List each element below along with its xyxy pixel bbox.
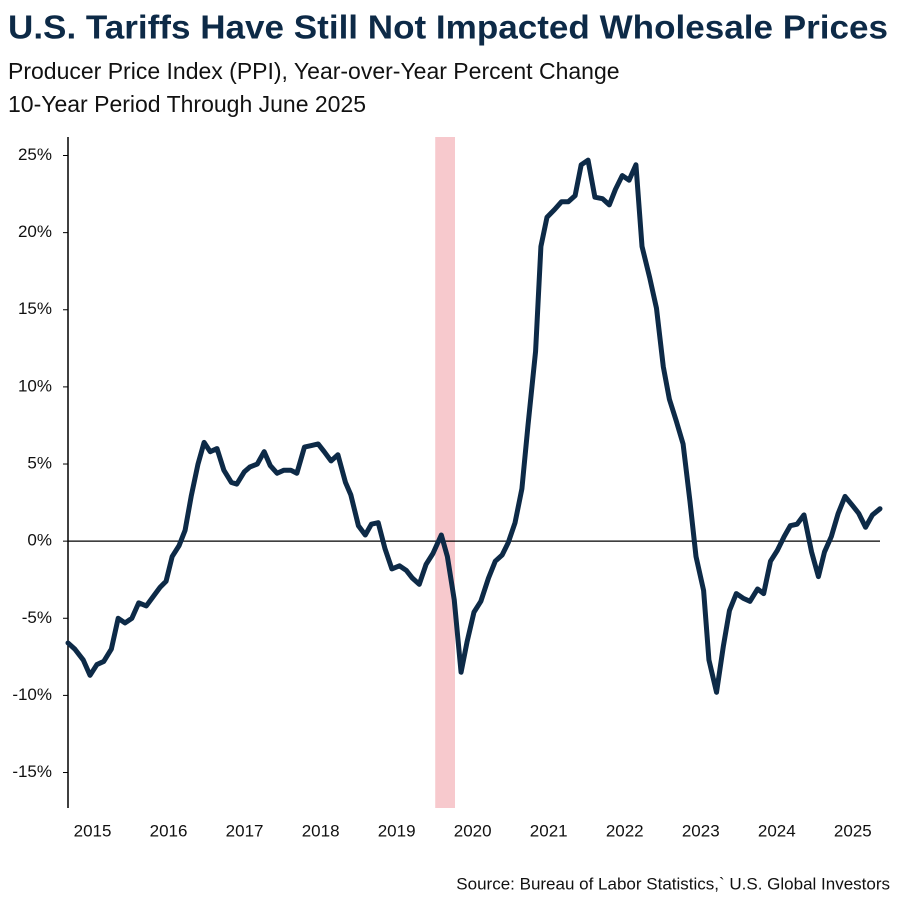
subtitle: Producer Price Index (PPI), Year-over-Ye… [8, 58, 620, 84]
x-tick-label: 2018 [302, 821, 340, 840]
y-tick-label: -10% [12, 685, 52, 704]
y-tick-label: 15% [18, 299, 52, 318]
chart-title: U.S. Tariffs Have Still Not Impacted Who… [8, 9, 888, 46]
x-tick-label: 2025 [834, 821, 872, 840]
x-tick-label: 2016 [150, 821, 188, 840]
x-tick-label: 2017 [226, 821, 264, 840]
y-tick-label: 0% [27, 531, 52, 550]
y-tick-label: 25% [18, 145, 52, 164]
y-tick-label: 5% [27, 454, 52, 473]
series-line [65, 157, 883, 695]
x-tick-label: 2021 [530, 821, 568, 840]
x-tick-label: 2024 [758, 821, 796, 840]
highlight-band [435, 137, 455, 808]
y-tick-label: 10% [18, 376, 52, 395]
source: Source: Bureau of Labor Statistics,` U.S… [456, 874, 890, 893]
y-tick-label: 20% [18, 222, 52, 241]
subtitle: 10-Year Period Through June 2025 [8, 91, 366, 117]
x-tick-label: 2020 [454, 821, 492, 840]
x-tick-label: 2023 [682, 821, 720, 840]
x-tick-label: 2022 [606, 821, 644, 840]
x-tick-label: 2015 [74, 821, 112, 840]
y-tick-label: -5% [22, 608, 52, 627]
x-tick-label: 2019 [378, 821, 416, 840]
y-tick-label: -15% [12, 762, 52, 781]
